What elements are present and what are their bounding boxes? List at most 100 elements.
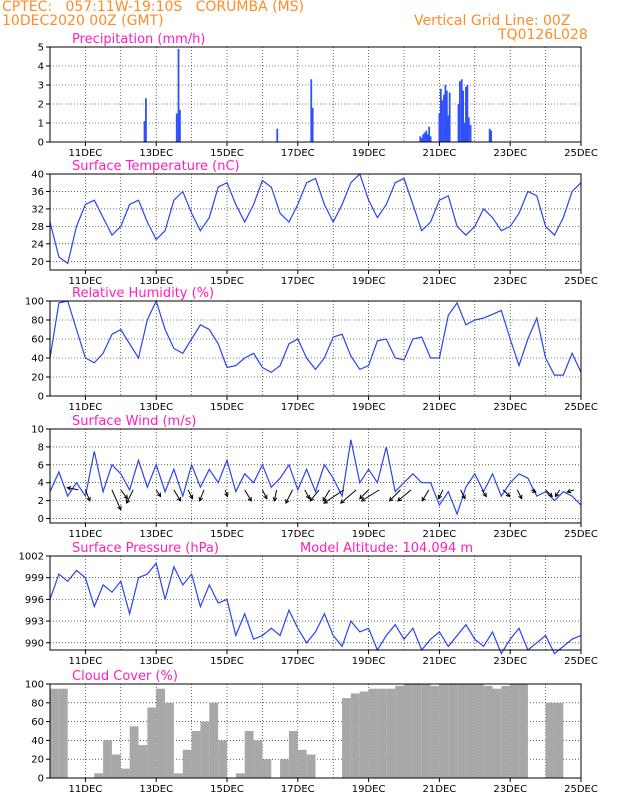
wind-arrow-shaft: [111, 489, 122, 510]
precip-bar: [462, 90, 465, 142]
wind-arrow-head: [548, 492, 553, 498]
wind-vector: [155, 489, 162, 498]
cloud-bar: [297, 749, 307, 778]
wind-vector: [481, 489, 487, 498]
precip-bar: [488, 128, 491, 142]
precip-bar: [438, 113, 441, 142]
cloud-bar: [350, 693, 360, 778]
x-tick-label: 11DEC: [69, 148, 103, 159]
wind-vector: [261, 489, 268, 500]
y-tick-label: 5: [38, 43, 44, 54]
wind-arrow-head: [437, 494, 443, 500]
x-tick-label: 19DEC: [352, 402, 386, 413]
wind-arrow-head: [554, 492, 560, 498]
wind-arrow-shaft: [340, 489, 357, 504]
y-tick-label: 40: [31, 736, 44, 747]
cloud-bar: [395, 685, 404, 778]
wind-title: Surface Wind (m/s): [72, 414, 196, 429]
cloud-bar: [306, 754, 316, 778]
y-tick-label: 80: [31, 698, 44, 709]
wind-arrow-head: [86, 496, 91, 502]
wind-arrow-shaft: [126, 489, 134, 504]
precip-bar: [490, 130, 492, 142]
wind-line: [49, 439, 582, 516]
wind-vector: [111, 489, 122, 511]
x-tick-label: 21DEC: [423, 529, 457, 540]
wind-arrow-head: [461, 494, 466, 500]
cloud-bar: [235, 773, 245, 778]
wind-arrow-head: [285, 499, 290, 505]
wind-arrow-shaft: [261, 489, 268, 499]
cloud-bar: [103, 740, 112, 778]
precip-bar: [419, 136, 422, 142]
cloud-bar: [244, 731, 254, 778]
wind-arrow-head: [247, 496, 252, 502]
wind-frame: [49, 428, 582, 524]
wind-vector: [360, 489, 380, 502]
cloud-bar: [412, 684, 422, 778]
precip-bar: [429, 136, 432, 142]
pressure-line: [49, 561, 582, 655]
cloud-bar: [554, 702, 564, 778]
x-tick-label: 25DEC: [564, 276, 598, 287]
wind-vector: [566, 488, 575, 494]
x-tick-label: 13DEC: [139, 529, 173, 540]
cloud-bar: [200, 721, 210, 778]
wind-arrow-shaft: [481, 489, 487, 497]
wind-arrow-shaft: [323, 489, 345, 504]
wind-vector: [502, 489, 511, 498]
y-tick-label: 20: [31, 257, 44, 268]
x-tick-label: 17DEC: [281, 529, 315, 540]
cloud-bar: [359, 691, 369, 778]
humidity-frame: [49, 300, 582, 397]
pressure-panel: Surface Pressure (hPa) Model Altitude: 10…: [19, 541, 598, 667]
wind-arrow-head: [263, 494, 268, 500]
cloud-bar: [147, 707, 157, 778]
cloud-bar: [129, 726, 139, 778]
wind-arrow-shaft: [554, 489, 561, 497]
wind-vector: [173, 489, 182, 502]
precip-bar: [445, 90, 448, 142]
y-tick-label: 24: [31, 239, 44, 250]
temperature-title: Surface Temperature (nC): [72, 159, 240, 174]
cloud-bar: [457, 684, 466, 778]
humidity-title: Relative Humidity (%): [72, 286, 214, 301]
cloud-bar: [288, 731, 298, 778]
wind-vector: [272, 489, 278, 502]
temperature-frame: [49, 173, 582, 271]
wind-arrow-head: [421, 496, 426, 502]
x-tick-label: 25DEC: [564, 656, 598, 667]
wind-arrow-shaft: [502, 489, 511, 497]
x-tick-label: 21DEC: [423, 148, 457, 159]
wind-arrow-head: [66, 486, 72, 491]
x-tick-label: 25DEC: [564, 148, 598, 159]
wind-arrow-shaft: [187, 489, 193, 499]
x-tick-label: 23DEC: [493, 148, 527, 159]
wind-arrow-shaft: [304, 489, 310, 499]
cloud-bar: [465, 684, 475, 778]
wind-vector: [340, 489, 357, 504]
wind-arrow-shaft: [273, 489, 278, 501]
wind-arrow-head: [309, 496, 315, 502]
y-tick-label: 20: [31, 755, 44, 766]
wind-vector: [359, 489, 369, 500]
wind-arrow-shaft: [545, 489, 553, 497]
wind-vector: [545, 489, 553, 498]
y-tick-label: 20: [31, 373, 44, 384]
wind-vector: [285, 489, 293, 505]
wind-arrow-shaft: [244, 489, 252, 502]
precip-bar: [426, 134, 429, 142]
wind-arrow-head: [125, 499, 131, 505]
wind-arrow-head: [518, 494, 523, 500]
cloud-bar: [377, 688, 387, 778]
wind-arrow-shaft: [199, 489, 205, 502]
precip-bar: [469, 124, 472, 142]
cloud-bar: [156, 688, 166, 778]
precip-bar: [420, 138, 423, 142]
wind-arrow-shaft: [460, 489, 466, 499]
wind-arrow-head: [224, 492, 229, 498]
cloud-bar: [474, 684, 484, 778]
precip-bar: [179, 109, 181, 142]
wind-vector: [66, 486, 79, 491]
precip-bar: [467, 117, 470, 142]
